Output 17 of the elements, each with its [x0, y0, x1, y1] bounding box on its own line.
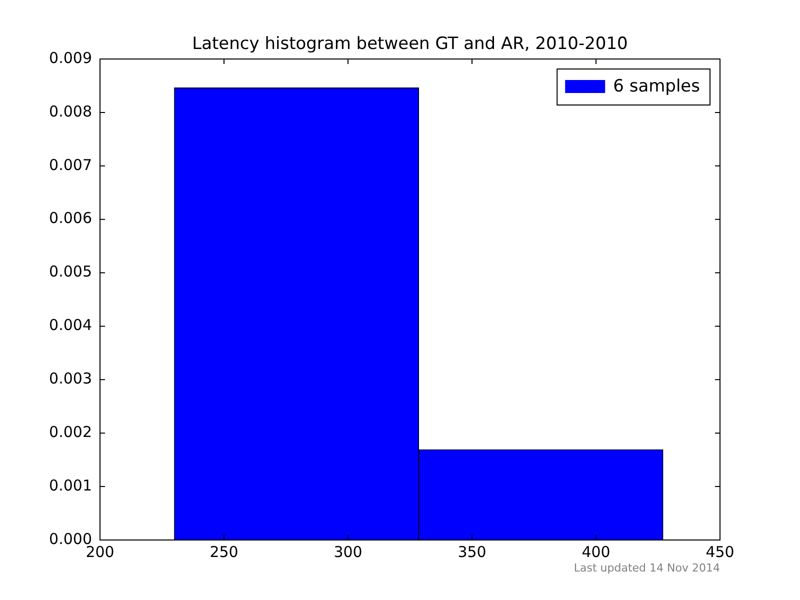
x-tick-label: 300	[334, 542, 362, 561]
y-tick-label: 0.005	[49, 262, 92, 281]
y-tick-label: 0.001	[49, 476, 92, 494]
legend-label: 6 samples	[613, 76, 700, 96]
y-tick-label: 0.006	[49, 209, 92, 228]
y-tick-label: 0.002	[49, 423, 92, 441]
chart-title: Latency histogram between GT and AR, 2010-2010	[192, 34, 628, 54]
y-tick-label: 0.003	[49, 370, 92, 388]
x-tick-label: 250	[210, 542, 238, 561]
x-tick-label: 400	[582, 542, 610, 561]
y-tick-label: 0.007	[49, 156, 92, 174]
x-tick-label: 350	[458, 542, 486, 561]
y-tick-label: 0.009	[49, 48, 92, 67]
x-tick-label: 450	[706, 542, 734, 561]
y-tick-label: 0.004	[49, 316, 92, 334]
text: Last updated 14 Nov 2014	[574, 561, 720, 574]
y-tick-label: 0.008	[49, 102, 92, 120]
